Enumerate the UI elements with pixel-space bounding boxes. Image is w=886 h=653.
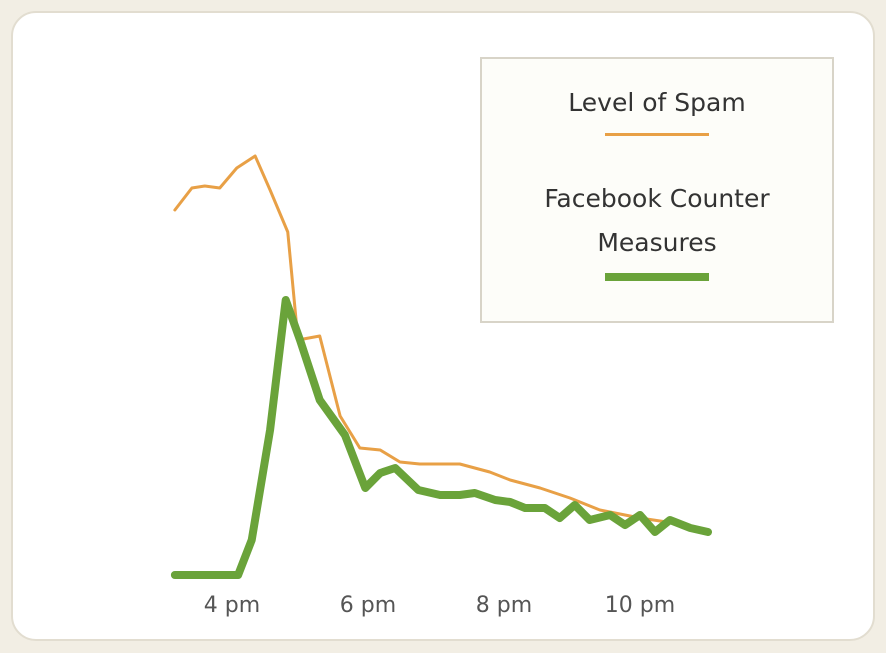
x-tick-label: 4 pm: [204, 593, 260, 618]
x-tick-label: 6 pm: [340, 593, 396, 618]
x-tick-label: 8 pm: [476, 593, 532, 618]
line: [173, 154, 710, 532]
x-tick-label: 10 pm: [605, 593, 675, 618]
legend: Level of Spam Facebook Counter Measures: [480, 57, 834, 323]
legend-entry: Facebook Counter Measures: [482, 177, 832, 281]
legend-swatch: [605, 273, 709, 281]
legend-swatch: [605, 133, 709, 136]
legend-label: Facebook Counter Measures: [544, 184, 770, 257]
legend-label: Level of Spam: [568, 88, 746, 117]
legend-entry: Level of Spam: [482, 81, 832, 136]
line: [170, 296, 712, 579]
